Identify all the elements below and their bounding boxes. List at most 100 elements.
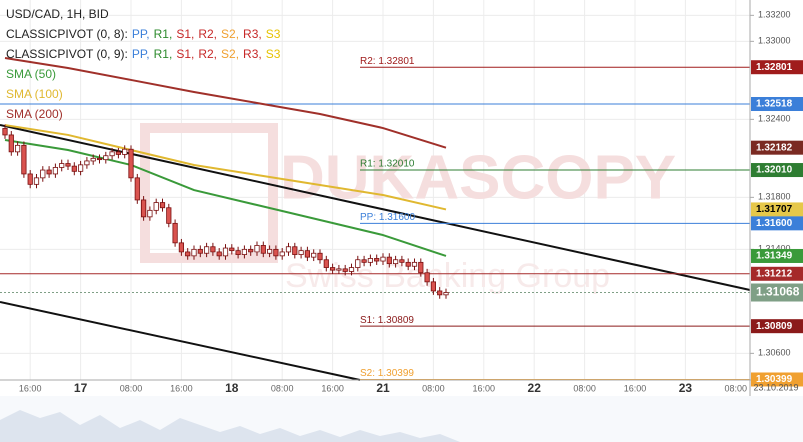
candle-body xyxy=(254,245,260,253)
candle-body xyxy=(304,250,311,258)
candle-body xyxy=(96,157,103,161)
candle-body xyxy=(52,167,59,175)
candle-body xyxy=(159,202,166,209)
price-box xyxy=(751,216,803,231)
candle-body xyxy=(229,247,235,252)
legend-pivot-name: CLASSICPIVOT (0, 9): xyxy=(6,47,128,61)
candle-body xyxy=(430,281,437,292)
candle-body xyxy=(317,252,323,261)
pivot-label: PP: 1.31600 xyxy=(360,212,415,223)
candle-body xyxy=(380,256,386,262)
candle-body xyxy=(248,248,254,253)
axes: 1.33200 1.33000 1.32400 1.31800 1.31400 1.306… xyxy=(19,10,803,395)
price-box xyxy=(751,202,803,217)
y-tick-label: 1.33000 xyxy=(758,36,791,46)
candle-body xyxy=(40,169,46,179)
x-tick-label: 08:00 xyxy=(725,383,748,393)
price-box-label: 1.31212 xyxy=(756,268,793,279)
legend-symbol: USD/CAD, 1H, BID xyxy=(6,7,109,21)
candle-body xyxy=(210,246,216,253)
x-tick-label: 08:00 xyxy=(271,383,294,393)
candle-body xyxy=(134,177,140,201)
candle-body xyxy=(122,148,128,155)
grid xyxy=(0,0,750,380)
x-tick-label: 17 xyxy=(74,381,88,395)
candle-body xyxy=(84,160,90,166)
x-tick-label: 08:00 xyxy=(422,383,445,393)
candle-body xyxy=(348,267,355,272)
candle-body xyxy=(311,252,317,258)
candle-body xyxy=(323,259,329,268)
x-tick-label: 08:00 xyxy=(573,383,596,393)
legend: USD/CAD, 1H, BID CLASSICPIVOT (0, 8): PP, R… xyxy=(6,7,281,121)
candle-body xyxy=(46,169,52,175)
candle-body xyxy=(266,248,273,254)
price-box xyxy=(751,319,803,334)
candle-body xyxy=(147,209,153,218)
price-box-label: 1.32182 xyxy=(756,142,793,153)
price-box-label: 1.32518 xyxy=(756,99,793,110)
legend-item: R1, xyxy=(154,47,173,61)
legend-item: S3 xyxy=(266,27,281,41)
candle-body xyxy=(203,246,210,254)
candle-body xyxy=(279,251,285,257)
candle-body xyxy=(424,272,430,283)
pivot-label: R2: 1.32801 xyxy=(360,56,415,67)
candle-body xyxy=(241,248,247,255)
candle-body xyxy=(216,251,222,257)
pivot-label: S1: 1.30809 xyxy=(360,315,414,326)
legend-item: R3, xyxy=(243,47,262,61)
candle-body xyxy=(78,164,84,172)
legend-item: R2, xyxy=(198,47,217,61)
price-box xyxy=(751,266,803,281)
candle-body xyxy=(2,128,8,136)
candle-body xyxy=(405,261,411,267)
candle-body xyxy=(418,261,424,274)
price-box-label: 1.31068 xyxy=(756,285,800,299)
legend-sma: SMA (200) xyxy=(6,107,63,121)
candle-body xyxy=(411,261,418,267)
sma-line xyxy=(4,56,447,149)
price-box xyxy=(751,163,803,178)
watermark: DUKASCOPY xyxy=(280,143,676,212)
price-box-label: 1.31349 xyxy=(756,251,793,262)
pivot-label: S2: 1.30399 xyxy=(360,368,414,379)
sma-line xyxy=(4,139,447,257)
date-label: 23.10.2019 xyxy=(753,382,798,392)
y-tick-label: 1.33200 xyxy=(758,10,791,20)
candle-body xyxy=(222,247,229,257)
x-tick-label: 16:00 xyxy=(624,383,647,393)
sma-line xyxy=(4,124,447,211)
price-box-label: 1.32801 xyxy=(756,62,793,73)
legend-item: S1, xyxy=(176,47,194,61)
legend-pivot-name: CLASSICPIVOT (0, 8): xyxy=(6,27,128,41)
legend-sma: SMA (100) xyxy=(6,87,63,101)
candle-body xyxy=(59,163,65,168)
candle-body xyxy=(197,248,203,254)
y-tick-label: 1.31800 xyxy=(758,192,791,202)
price-box-label: 1.31600 xyxy=(756,218,793,229)
price-box-label: 1.31707 xyxy=(756,204,793,215)
pivot-label: R1: 1.32010 xyxy=(360,159,415,170)
price-box xyxy=(751,60,803,75)
candle-body xyxy=(103,155,109,161)
price-box xyxy=(751,372,803,387)
candle-body xyxy=(153,202,159,211)
x-tick-label: 23 xyxy=(679,381,693,395)
x-tick-label: 16:00 xyxy=(473,383,496,393)
candle-body xyxy=(71,165,77,172)
candle-body xyxy=(140,199,147,218)
candle-body xyxy=(166,207,172,224)
candle-body xyxy=(329,267,336,271)
candle-body xyxy=(191,248,197,257)
candle-body xyxy=(14,144,21,153)
candle-body xyxy=(27,173,33,185)
candle-body xyxy=(178,242,184,253)
y-tick-label: 1.32400 xyxy=(758,114,791,124)
legend-pivot: CLASSICPIVOT (0, 8): PP, R1, S1, R2, S2, R3, S3 xyxy=(6,27,281,41)
candle-body xyxy=(298,250,304,255)
watermark-sub: Swiss Banking Group xyxy=(285,257,610,295)
candle-body xyxy=(399,259,405,263)
